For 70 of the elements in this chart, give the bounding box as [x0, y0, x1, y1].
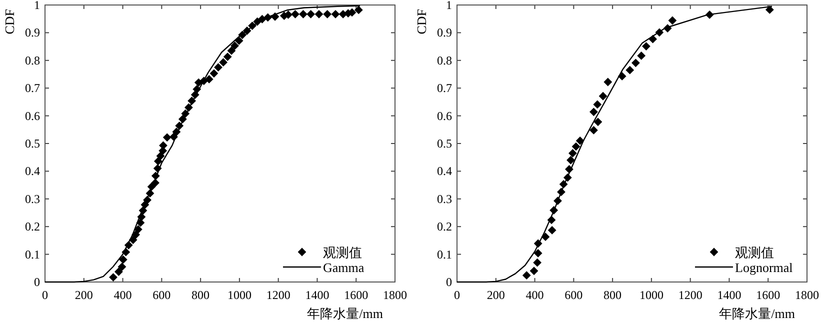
y-axis-title: CDF [2, 9, 17, 34]
point [576, 136, 584, 145]
point [533, 258, 542, 267]
y-tick-label: 0.9 [25, 26, 40, 40]
y-tick-label: 0.8 [25, 53, 40, 68]
y-tick-label: 0.1 [437, 247, 452, 262]
y-tick-label: 0.3 [437, 192, 452, 206]
x-tick-label: 200 [74, 288, 93, 302]
y-tick-label: 0.9 [437, 26, 452, 40]
point [534, 248, 542, 258]
x-axis-title: 年降水量/mm [719, 306, 795, 321]
y-tick-label: 0 [446, 275, 452, 289]
point [530, 266, 538, 276]
x-tick-label: 1800 [795, 288, 819, 302]
point [589, 108, 598, 116]
point [589, 126, 598, 134]
x-tick-label: 1600 [344, 288, 368, 302]
point [637, 51, 646, 60]
point [765, 6, 774, 14]
y-tick-label: 0.5 [437, 136, 452, 150]
point [541, 232, 550, 242]
y-tick-label: 0.1 [25, 247, 40, 262]
x-tick-label: 800 [192, 288, 210, 302]
y-tick-label: 0 [34, 275, 40, 289]
point [642, 42, 650, 50]
point [604, 78, 612, 86]
y-tick-label: 0.5 [25, 136, 40, 150]
point [631, 58, 640, 68]
point [593, 100, 602, 109]
y-tick-label: 0.3 [25, 192, 40, 206]
legend-label: Gamma [323, 260, 364, 275]
y-tick-label: 0.4 [437, 164, 452, 178]
y-tick-label: 0.4 [25, 164, 40, 178]
point [626, 66, 634, 74]
y-axis-title: CDF [414, 9, 429, 34]
x-tick-label: 800 [604, 288, 622, 302]
legend-label: 观测值 [735, 245, 774, 260]
point [548, 226, 556, 234]
point [522, 271, 531, 280]
point [572, 142, 580, 151]
point [568, 148, 577, 158]
x-tick-label: 200 [486, 288, 505, 302]
x-tick-label: 1400 [717, 288, 742, 302]
y-tick-label: 0.8 [437, 53, 452, 68]
x-tick-label: 1200 [266, 288, 290, 302]
x-tick-label: 1600 [756, 288, 780, 302]
y-tick-label: 0.7 [25, 81, 40, 96]
x-tick-label: 1200 [678, 288, 702, 302]
legend-label: 观测值 [323, 245, 362, 260]
point [566, 156, 575, 164]
legend-label: Lognormal [735, 260, 794, 275]
x-tick-label: 400 [526, 288, 544, 302]
x-tick-label: 1000 [639, 288, 664, 302]
x-tick-label: 1000 [227, 288, 252, 302]
x-tick-label: 400 [114, 288, 132, 302]
y-tick-label: 1 [446, 0, 452, 12]
x-tick-label: 600 [152, 288, 171, 302]
y-tick-label: 0.2 [437, 220, 452, 234]
x-axis-title: 年降水量/mm [307, 306, 383, 321]
point [598, 92, 608, 100]
y-tick-label: 0.7 [437, 81, 452, 96]
y-tick-label: 1 [34, 0, 40, 12]
y-tick-label: 0.6 [25, 108, 40, 123]
x-tick-label: 1800 [383, 288, 407, 302]
x-tick-label: 1400 [305, 288, 330, 302]
y-tick-label: 0.6 [437, 108, 452, 123]
point [594, 118, 602, 126]
x-tick-label: 600 [564, 288, 583, 302]
y-tick-label: 0.2 [25, 220, 40, 234]
point [668, 16, 677, 25]
